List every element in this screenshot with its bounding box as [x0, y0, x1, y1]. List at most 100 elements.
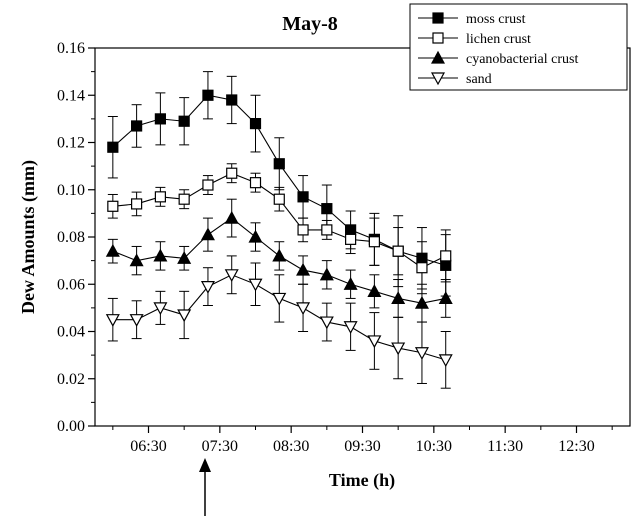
legend: moss crust lichen crust cyanobacterial cru… [409, 3, 628, 91]
marker-shape [391, 291, 406, 305]
data-point [177, 309, 192, 323]
marker-shape [273, 193, 285, 205]
data-point [224, 269, 239, 283]
data-point [414, 295, 429, 309]
marker-shape [272, 292, 287, 306]
marker-shape [319, 316, 334, 330]
data-point [321, 224, 333, 236]
data-point [391, 291, 406, 305]
marker-shape [177, 251, 192, 264]
x-tick-label: 08:30 [273, 438, 309, 455]
legend-marker [432, 12, 444, 24]
marker-shape [297, 224, 309, 236]
data-point [178, 115, 190, 127]
data-point [414, 347, 429, 361]
y-tick-label: 0.12 [57, 135, 85, 152]
data-point [296, 302, 311, 316]
data-point [105, 243, 120, 257]
marker-shape [345, 233, 357, 245]
legend-marker [430, 50, 446, 64]
marker-shape [131, 198, 143, 210]
legend-marker [430, 72, 446, 86]
arrow-head [199, 458, 211, 472]
data-point [273, 193, 285, 205]
marker-shape [200, 227, 215, 241]
data-point [202, 89, 214, 101]
data-point [129, 253, 144, 267]
y-tick-label: 0.14 [57, 87, 85, 104]
data-point [248, 229, 263, 243]
data-point [272, 292, 287, 306]
chart-title: May-8 [282, 13, 338, 35]
data-point [224, 210, 239, 224]
marker-shape [438, 291, 453, 305]
x-tick-label: 09:30 [344, 438, 380, 455]
data-point [319, 267, 334, 281]
marker-shape [249, 177, 262, 189]
data-point [296, 262, 311, 276]
marker-shape [440, 250, 452, 262]
plot-frame [94, 47, 631, 427]
x-tick-label: 07:30 [202, 438, 238, 455]
data-point [367, 284, 382, 297]
marker-shape [129, 253, 144, 267]
data-point [297, 191, 309, 203]
annotation-arrow [199, 458, 211, 516]
marker-shape [432, 32, 444, 44]
marker-shape [430, 50, 446, 64]
marker-shape [296, 262, 311, 276]
data-point [272, 248, 287, 262]
marker-shape [107, 141, 119, 153]
marker-shape [202, 179, 214, 191]
data-point [154, 191, 166, 203]
marker-shape [200, 281, 215, 294]
plot-area: 0.00 0.02 0.04 0.06 0.08 0.10 0.12 0.14 0.16 06:3… [57, 40, 613, 455]
data-point [416, 262, 428, 274]
marker-shape [153, 302, 168, 316]
data-point [105, 314, 120, 327]
data-point [438, 291, 453, 305]
y-tick-label: 0.00 [57, 418, 85, 435]
marker-shape [248, 278, 263, 292]
data-point [440, 250, 452, 262]
marker-shape [226, 167, 238, 179]
marker-shape [178, 193, 190, 205]
data-point [200, 281, 215, 294]
marker-shape [107, 200, 119, 212]
marker-shape [414, 295, 429, 309]
marker-shape [368, 236, 380, 248]
marker-shape [249, 117, 262, 130]
marker-shape [224, 210, 239, 224]
x-axis-title: Time (h) [329, 470, 395, 491]
data-point [178, 193, 190, 205]
data-point [153, 302, 168, 316]
y-tick-label: 0.10 [57, 182, 85, 199]
data-point [131, 120, 143, 132]
x-tick-label: 06:30 [130, 438, 166, 455]
data-point [107, 141, 119, 153]
data-point [129, 314, 144, 327]
data-point [321, 203, 333, 215]
marker-shape [178, 115, 190, 127]
data-point [297, 224, 309, 236]
marker-shape [226, 94, 238, 106]
data-point [319, 316, 334, 330]
marker-shape [321, 203, 333, 215]
marker-shape [414, 347, 429, 361]
marker-shape [129, 314, 144, 327]
data-point [249, 177, 262, 189]
marker-shape [105, 314, 120, 327]
legend-label: moss crust [466, 12, 526, 27]
legend-label: lichen crust [466, 32, 531, 47]
data-point [226, 167, 238, 179]
legend-label: sand [466, 72, 492, 87]
marker-shape [367, 284, 382, 297]
data-point [200, 227, 215, 241]
legend-label: cyanobacterial crust [466, 52, 578, 67]
marker-shape [272, 248, 287, 262]
marker-shape [343, 321, 358, 335]
marker-shape [177, 309, 192, 323]
marker-shape [343, 276, 358, 290]
y-tick-label: 0.02 [57, 371, 85, 388]
data-point [343, 321, 358, 335]
